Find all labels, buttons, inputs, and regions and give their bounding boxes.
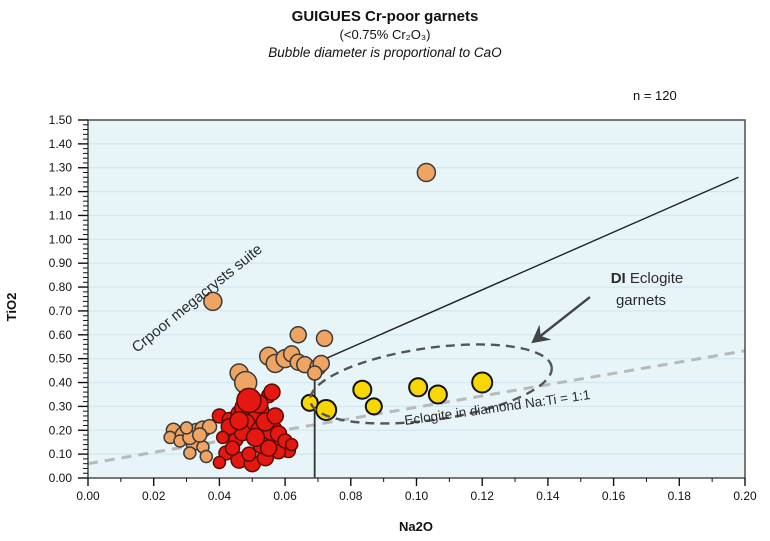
bubble-garnets-red: [259, 439, 278, 457]
bubble-di-eclogite-garnets-yellow: [364, 397, 383, 416]
bubble-cr-poor-megacryst-garnets-orange: [306, 365, 323, 381]
y-tick-label: 0.50: [49, 352, 73, 366]
di-pointer-arrow: [531, 296, 591, 344]
y-tick-label: 0.30: [49, 399, 73, 413]
bubble-di-eclogite-garnets-yellow: [408, 377, 429, 398]
x-tick-label: 0.08: [339, 489, 363, 503]
x-tick-label: 0.02: [142, 489, 166, 503]
x-tick-label: 0.14: [536, 489, 560, 503]
bubble-garnets-red: [215, 430, 230, 445]
bubble-garnets-red: [212, 455, 227, 470]
y-tick-label: 1.00: [49, 232, 73, 246]
bubble-cr-poor-megacryst-garnets-orange: [183, 446, 197, 460]
bubble-di-eclogite-garnets-yellow: [427, 384, 448, 405]
bubble-di-eclogite-garnets-yellow: [352, 379, 373, 400]
bubble-garnets-red: [241, 446, 257, 462]
y-tick-label: 0.60: [49, 328, 73, 342]
y-tick-label: 0.10: [49, 447, 73, 461]
y-tick-label: 0.80: [49, 280, 73, 294]
di-eclogite-label: DI Eclogite: [611, 270, 684, 287]
plot-area: 0.00 0.10 0.20 0.30 0.40 0.50 0.60 0.70 0.80 0.90…: [49, 113, 757, 503]
y-tick-label: 0.70: [49, 304, 73, 318]
bubble-garnets-red: [229, 410, 249, 431]
bubble-cr-poor-megacryst-garnets-orange: [201, 418, 218, 435]
y-axis-title: TiO2: [4, 293, 19, 322]
bubble-cr-poor-megacryst-garnets-orange: [289, 326, 307, 344]
y-tick-label: 1.40: [49, 137, 73, 151]
bubble-garnets-red: [245, 427, 266, 448]
x-tick-label: 0.12: [471, 489, 495, 503]
y-tick-label: 1.10: [49, 208, 73, 222]
solid-diagonal: [314, 176, 739, 365]
bubble-cr-poor-megacryst-garnets-orange: [315, 329, 334, 348]
chart-title: GUIGUES Cr-poor garnets: [292, 8, 479, 25]
y-tick-label: 1.50: [49, 113, 73, 127]
bubble-garnets-red: [263, 383, 281, 401]
bubble-garnets-red: [236, 387, 262, 414]
x-tick-label: 0.04: [208, 489, 232, 503]
bubble-size-note: Bubble diameter is proportional to CaO: [268, 45, 502, 60]
x-tick-label: 0.18: [668, 489, 692, 503]
bubble-cr-poor-megacryst-garnets-orange: [416, 162, 437, 183]
di-eclogite-label-rest: Eclogite: [626, 270, 684, 287]
bubble-garnets-red: [224, 440, 241, 456]
di-eclogite-label-line2: garnets: [616, 292, 666, 309]
chart-subtitle: (<0.75% Cr₂O₃): [340, 27, 431, 42]
x-axis-title: Na2O: [399, 519, 433, 534]
y-tick-label: 0.20: [49, 423, 73, 437]
di-eclogite-label-bold: DI: [611, 270, 626, 287]
y-tick-label: 0.90: [49, 256, 73, 270]
x-tick-label: 0.20: [733, 489, 757, 503]
sample-count-label: n = 120: [633, 88, 677, 103]
bubble-cr-poor-megacryst-garnets-orange: [179, 421, 194, 435]
x-tick-label: 0.10: [405, 489, 429, 503]
x-tick-label: 0.00: [76, 489, 100, 503]
plot-background: [88, 120, 745, 478]
x-tick-label: 0.06: [273, 489, 297, 503]
x-tick-label: 0.16: [602, 489, 626, 503]
bubble-di-eclogite-garnets-yellow: [315, 398, 338, 421]
eclogite-in-diamond-field: [308, 343, 553, 425]
y-tick-label: 0.00: [49, 471, 73, 485]
bubble-di-eclogite-garnets-yellow: [471, 371, 494, 394]
y-tick-label: 1.30: [49, 161, 73, 175]
bubble-cr-poor-megacryst-garnets-orange: [191, 427, 208, 443]
bubble-cr-poor-megacryst-garnets-orange: [199, 449, 214, 464]
y-tick-label: 1.20: [49, 185, 73, 199]
bubble-cr-poor-megacryst-garnets-orange: [203, 291, 223, 312]
bubble-garnets-red: [284, 437, 299, 452]
y-tick-label: 0.40: [49, 376, 73, 390]
bubble-garnets-red: [266, 407, 284, 425]
